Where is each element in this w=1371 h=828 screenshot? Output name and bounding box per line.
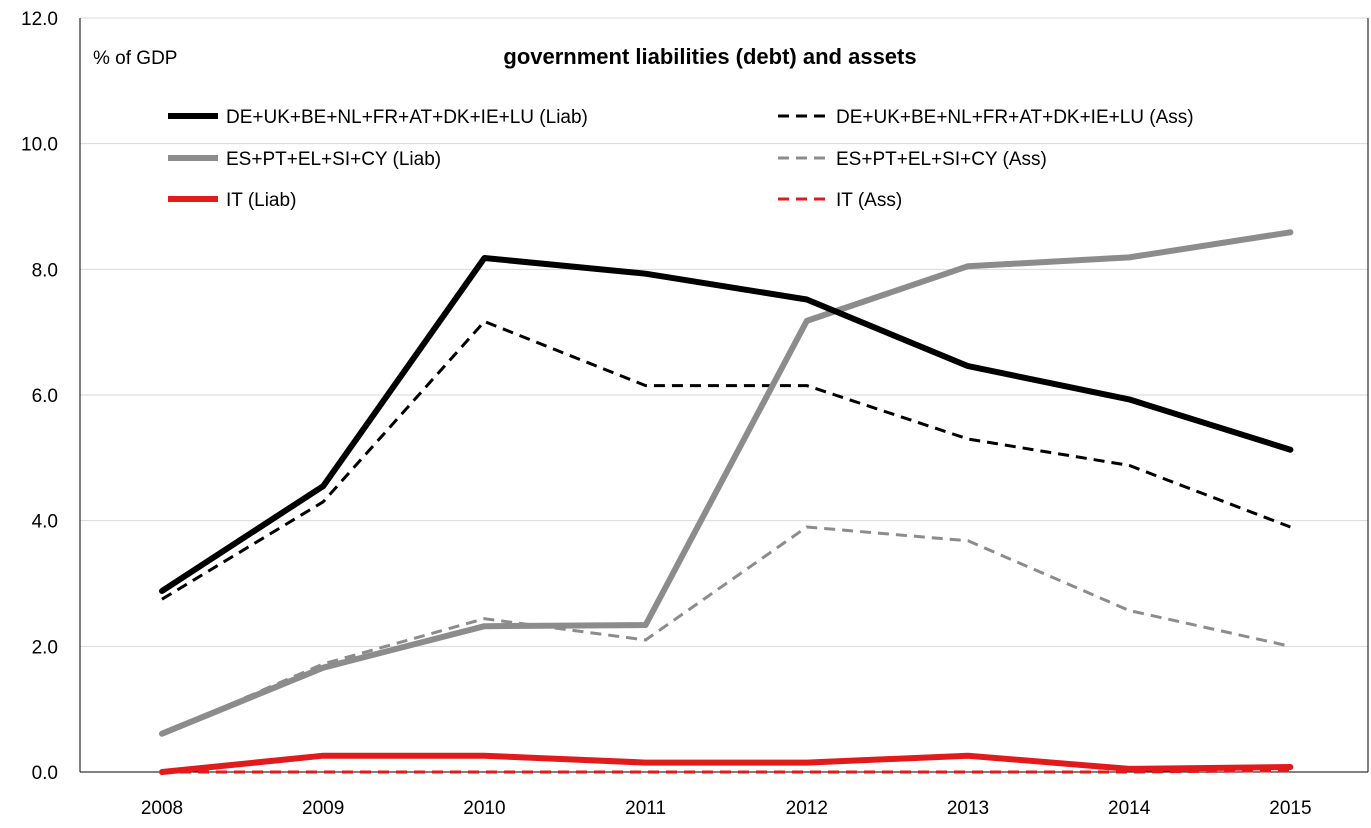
y-axis-label: % of GDP	[93, 48, 177, 69]
legend-label: DE+UK+BE+NL+FR+AT+DK+IE+LU (Liab)	[226, 107, 588, 128]
series-line-1	[161, 320, 1291, 601]
y-tick-label: 10.0	[21, 135, 58, 156]
series-line-0	[159, 255, 1294, 594]
x-tick-label: 2009	[302, 798, 344, 819]
x-tick-label: 2014	[1108, 798, 1151, 819]
y-tick-label: 0.0	[32, 763, 58, 784]
series-line-5	[162, 769, 1291, 774]
legend-label: ES+PT+EL+SI+CY (Ass)	[836, 149, 1047, 170]
x-tick-label: 2011	[625, 798, 666, 819]
y-tick-label: 2.0	[32, 637, 58, 658]
legend-label: DE+UK+BE+NL+FR+AT+DK+IE+LU (Ass)	[836, 107, 1194, 128]
series-line-2	[159, 229, 1294, 737]
series-line-3	[161, 525, 1291, 736]
legend: DE+UK+BE+NL+FR+AT+DK+IE+LU (Liab) DE+UK+B…	[168, 107, 1194, 211]
x-tick-label: 2015	[1269, 798, 1311, 819]
y-tick-labels: 0.0 2.0 4.0 6.0 8.0 10.0 12.0	[21, 9, 58, 784]
x-tick-label: 2013	[947, 798, 989, 819]
y-tick-label: 4.0	[32, 512, 58, 533]
legend-label: IT (Ass)	[836, 190, 902, 211]
y-tick-label: 12.0	[21, 9, 58, 30]
legend-label: ES+PT+EL+SI+CY (Liab)	[226, 149, 441, 170]
x-tick-label: 2010	[463, 798, 505, 819]
y-tick-label: 6.0	[32, 386, 58, 407]
legend-label: IT (Liab)	[226, 190, 296, 211]
y-tick-label: 8.0	[32, 260, 58, 281]
chart-title: government liabilities (debt) and assets	[503, 44, 916, 69]
x-tick-labels: 2008 2009 2010 2011 2012 2013 2014 2015	[141, 798, 1312, 819]
series-lines	[159, 229, 1294, 775]
x-tick-label: 2012	[786, 798, 828, 819]
x-tick-label: 2008	[141, 798, 183, 819]
series-line-4	[159, 752, 1294, 775]
